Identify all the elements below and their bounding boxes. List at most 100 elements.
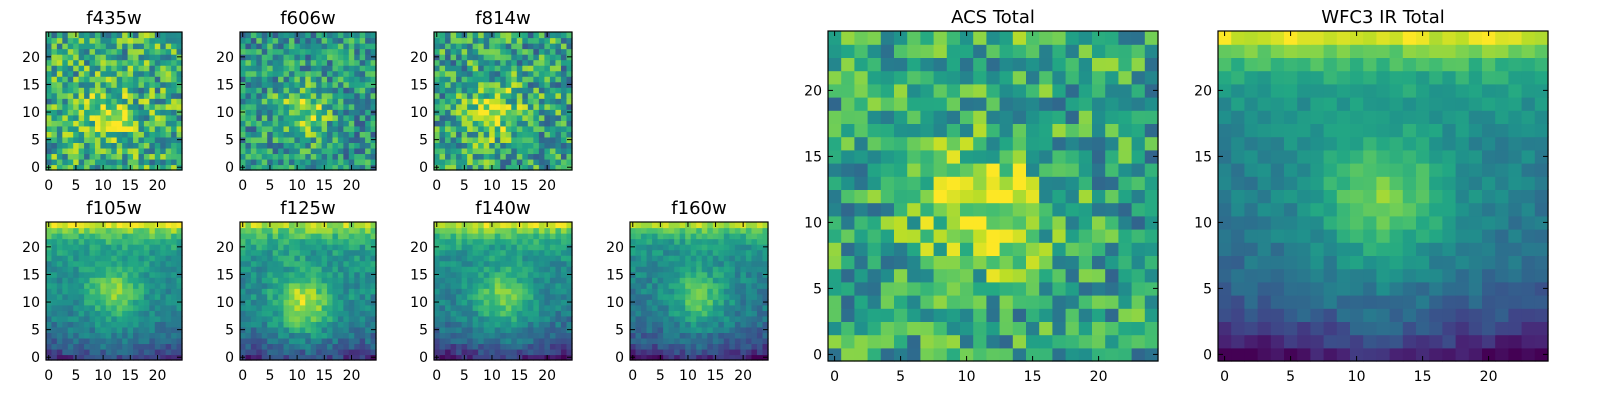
heatmap-cell [701, 321, 708, 328]
heatmap-cell [434, 142, 441, 149]
heatmap-cell [1039, 295, 1053, 309]
heatmap-cell [51, 76, 58, 83]
heatmap-cell [880, 321, 895, 336]
heatmap-cell [122, 255, 129, 262]
heatmap-cell [316, 114, 323, 121]
heatmap-cell [332, 147, 339, 155]
heatmap-cell [1078, 242, 1093, 256]
heatmap-cell [89, 343, 96, 350]
heatmap-cell [143, 158, 150, 166]
heatmap-cell [245, 153, 252, 160]
heatmap-cell [250, 310, 257, 317]
heatmap-cell [679, 222, 686, 229]
heatmap-cell [907, 163, 921, 177]
heatmap-cell [283, 32, 290, 39]
heatmap-cell [84, 136, 91, 143]
heatmap-cell [143, 238, 150, 245]
heatmap-cell [555, 266, 562, 273]
heatmap-cell [679, 310, 686, 317]
heatmap-cell [544, 326, 551, 333]
heatmap-cell [267, 326, 274, 333]
heatmap-cell [310, 288, 317, 295]
heatmap-cell [745, 255, 753, 262]
heatmap-cell [299, 98, 306, 105]
heatmap-cell [1039, 215, 1053, 230]
heatmap-cell [685, 348, 692, 356]
heatmap-cell [456, 158, 463, 166]
heatmap-cell [46, 233, 53, 240]
heatmap-cells [46, 32, 183, 171]
heatmap-cell [641, 255, 648, 262]
heatmap-cell [294, 131, 301, 138]
heatmap-cell [299, 332, 306, 339]
heatmap-cell [663, 249, 670, 256]
heatmap-cell [516, 92, 523, 99]
heatmap-cell [165, 343, 172, 350]
heatmap-cell [51, 238, 58, 245]
heatmap-cell [250, 54, 257, 61]
heatmap-cell [294, 147, 301, 155]
heatmap-cell [171, 109, 178, 116]
heatmap-cell [78, 54, 85, 61]
heatmap-cell [867, 176, 882, 190]
heatmap-cell [467, 59, 474, 66]
heatmap-cell [1131, 202, 1146, 217]
heatmap-cell [880, 268, 895, 283]
heatmap-cell [505, 266, 512, 273]
heatmap-cell [707, 315, 714, 322]
heatmap-cell [278, 343, 285, 350]
heatmap-cell [94, 142, 101, 149]
heatmap-cell [500, 304, 507, 311]
heatmap-cell [365, 136, 372, 143]
heatmap-cell [1065, 321, 1080, 336]
heatmap-cell [679, 238, 686, 245]
heatmap-cell [533, 76, 540, 83]
heatmap-cell [674, 310, 681, 317]
heatmap-cell [138, 114, 145, 121]
heatmap-cell [456, 32, 463, 39]
heatmap-cell [880, 189, 895, 204]
x-tick-label: 5 [460, 178, 469, 194]
heatmap-cell [171, 147, 178, 155]
heatmap-cell [278, 299, 285, 306]
heatmap-cell [370, 43, 377, 50]
heatmap-cell [133, 326, 140, 333]
heatmap-cell [154, 87, 161, 94]
heatmap-cell [337, 271, 344, 278]
heatmap-cell [478, 109, 485, 116]
heatmap-cell [327, 315, 334, 322]
heatmap-cell [434, 48, 441, 55]
heatmap-cell [511, 304, 518, 311]
heatmap-cell [176, 282, 183, 289]
heatmap-cell [327, 136, 334, 143]
heatmap-cell [261, 260, 268, 267]
heatmap-cell [127, 98, 134, 105]
heatmap-cell [111, 54, 118, 61]
heatmap-cell [250, 125, 257, 132]
heatmap-cell [560, 321, 568, 328]
heatmap-cell [89, 227, 96, 234]
heatmap-cell [445, 147, 452, 155]
heatmap-cell [149, 277, 156, 284]
heatmap-cell [305, 48, 312, 55]
heatmap-cell [272, 354, 279, 361]
heatmap-cell [256, 293, 263, 300]
heatmap-cell [434, 92, 441, 99]
heatmap-cell [533, 288, 540, 295]
heatmap-cell [538, 244, 545, 251]
heatmap-cell [245, 299, 252, 306]
heatmap-cell [439, 321, 446, 328]
heatmap-cell [467, 277, 474, 284]
heatmap-cell [122, 321, 129, 328]
heatmap-cell [630, 255, 637, 262]
heatmap-cell [516, 310, 523, 317]
heatmap-cell [472, 255, 479, 262]
heatmap-cell [78, 109, 85, 116]
heatmap-cell [105, 147, 112, 155]
heatmap-cell [138, 337, 145, 345]
heatmap-cell [707, 227, 714, 234]
heatmap-cell [305, 87, 312, 94]
heatmap-cell [685, 299, 692, 306]
heatmap-cell [489, 125, 496, 132]
heatmap-cell [566, 125, 573, 132]
